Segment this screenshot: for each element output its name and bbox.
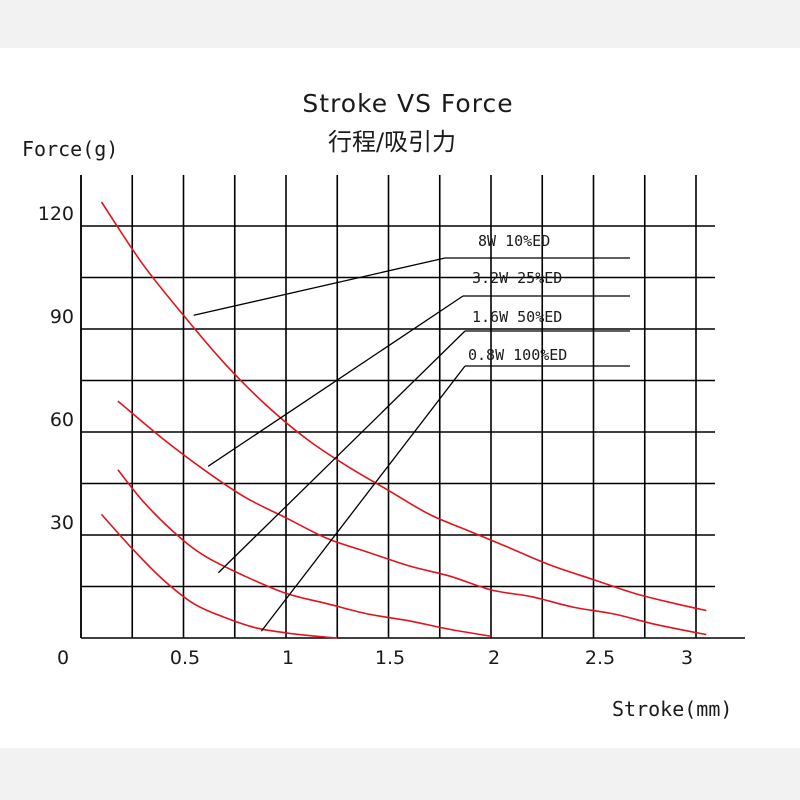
curve-labels: 8W 10%ED 3.2W 25%ED 1.6W 50%ED 0.8W 100%ED [193, 232, 630, 632]
x-tick-label: 2 [488, 647, 500, 669]
x-tick-label: 2.5 [585, 647, 615, 669]
force-curve-2 [117, 400, 707, 636]
x-tick-label: 1.5 [375, 647, 405, 669]
label-leader-line [217, 330, 466, 574]
y-tick-label: 90 [50, 306, 74, 328]
y-tick-label: 120 [38, 203, 74, 225]
label-leader-line [193, 257, 446, 316]
curve-label-3: 1.6W 50%ED [472, 308, 562, 326]
x-tick-label: 0 [57, 647, 69, 669]
force-curves [100, 201, 707, 639]
y-tick-label: 30 [50, 512, 74, 534]
force-curve-1 [100, 201, 707, 612]
y-axis-title: Force(g) [22, 137, 118, 161]
chart-subtitle: 行程/吸引力 [328, 128, 456, 156]
curve-label-4: 0.8W 100%ED [468, 346, 567, 364]
chart-title: Stroke VS Force [302, 89, 513, 118]
y-tick-label: 60 [50, 409, 74, 431]
curve-label-1: 8W 10%ED [478, 232, 550, 250]
chart-panel [0, 48, 800, 748]
x-tick-label: 0.5 [170, 647, 200, 669]
tick-labels: 0 0.5 1 1.5 2 2.5 3 30 60 90 120 [38, 203, 693, 669]
force-curve-3 [117, 469, 492, 638]
label-leader-line [207, 295, 464, 467]
x-tick-label: 1 [282, 647, 294, 669]
x-tick-label: 3 [681, 647, 693, 669]
grid [80, 175, 745, 639]
curve-label-2: 3.2W 25%ED [472, 269, 562, 287]
force-curve-4 [100, 513, 338, 639]
label-leader-line [260, 365, 466, 632]
x-axis-title: Stroke(mm) [612, 697, 732, 721]
